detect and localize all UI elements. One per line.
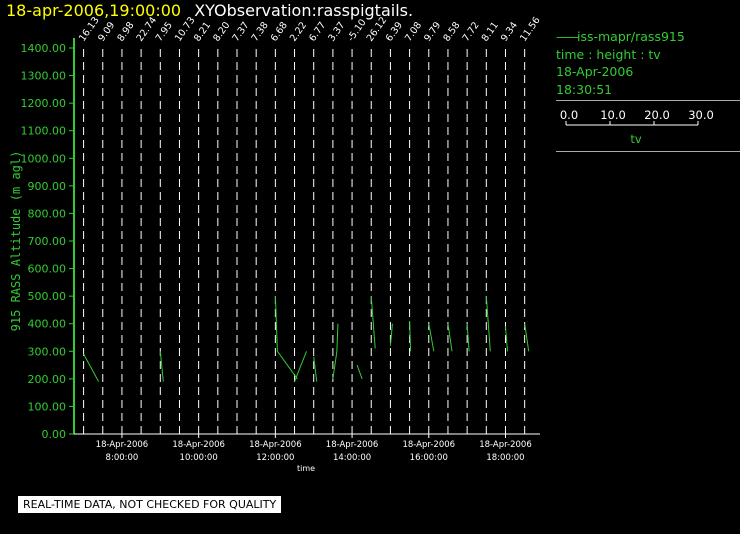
- x-tick-time: 18:00:00: [486, 453, 524, 463]
- obs-label: 7.72: [461, 20, 482, 44]
- y-tick-label: 200.00: [28, 373, 67, 386]
- data-trace: [409, 320, 412, 352]
- y-tick-label: 600.00: [28, 263, 67, 276]
- legend-date: 18-Apr-2006: [556, 64, 634, 79]
- legend-time: 18:30:51: [556, 81, 613, 97]
- obs-label: 11.56: [518, 15, 543, 44]
- obs-label: 9.34: [499, 20, 520, 44]
- legend-divider: [556, 100, 740, 101]
- obs-label: 8.11: [480, 20, 501, 44]
- y-tick-label: 0.00: [42, 428, 67, 441]
- scale-tick-label: 0.0: [560, 108, 578, 122]
- x-axis-label: time: [297, 464, 315, 473]
- legend-vars: time : height : tv: [556, 46, 661, 62]
- legend-divider-bottom: [556, 151, 740, 152]
- header-title: XYObservation:rasspigtails.: [194, 1, 414, 20]
- data-trace: [505, 326, 508, 352]
- x-tick-date: 18-Apr-2006: [249, 440, 302, 450]
- y-tick-label: 1000.00: [21, 152, 67, 165]
- y-tick-label: 1100.00: [21, 125, 67, 138]
- y-tick-label: 300.00: [28, 345, 67, 358]
- x-tick-date: 18-Apr-2006: [172, 440, 225, 450]
- obs-label: 2.22: [288, 20, 309, 44]
- y-tick-label: 400.00: [28, 318, 67, 331]
- x-tick-date: 18-Apr-2006: [402, 440, 455, 450]
- data-trace: [83, 353, 100, 382]
- obs-label: 8.58: [441, 20, 462, 44]
- obs-label: 3.37: [326, 20, 347, 44]
- obs-label: 7.38: [250, 20, 271, 44]
- data-trace: [332, 323, 339, 379]
- header: 18-apr-2006,19:00:00 XYObservation:rassp…: [6, 1, 413, 20]
- obs-label: 6.68: [269, 20, 290, 44]
- y-tick-label: 1300.00: [21, 70, 67, 83]
- x-tick-date: 18-Apr-2006: [326, 440, 379, 450]
- obs-label: 7.37: [230, 20, 251, 44]
- obs-label: 8.20: [211, 20, 232, 44]
- obs-label: 8.98: [115, 20, 136, 44]
- scale-tick-label: 20.0: [644, 108, 670, 122]
- x-tick-time: 10:00:00: [180, 453, 218, 463]
- data-trace: [356, 364, 363, 380]
- obs-label: 6.77: [307, 20, 328, 44]
- data-trace: [466, 323, 470, 352]
- data-trace: [274, 296, 298, 380]
- data-trace: [428, 323, 435, 352]
- x-tick-date: 18-Apr-2006: [479, 440, 532, 450]
- x-tick-time: 8:00:00: [106, 453, 139, 463]
- data-trace: [159, 351, 164, 382]
- y-axis-label: 915 RASS Altitude (m agl): [9, 151, 23, 332]
- legend: ——iss-mapr/rass915 time : height : tv 18…: [556, 28, 740, 152]
- obs-label: 7.08: [403, 20, 424, 44]
- data-trace: [485, 296, 491, 352]
- scale-tick-label: 30.0: [688, 108, 714, 122]
- scale-var-label: tv: [630, 132, 642, 146]
- x-tick-time: 16:00:00: [410, 453, 448, 463]
- x-tick-date: 18-Apr-2006: [96, 440, 149, 450]
- legend-scale: 0.0 10.0 20.0 30.0 tv: [560, 108, 714, 146]
- legend-series: ——iss-mapr/rass915: [556, 29, 685, 44]
- x-tick-time: 12:00:00: [256, 453, 294, 463]
- obs-label: -5.10: [346, 17, 369, 43]
- y-tick-label: 1400.00: [21, 42, 67, 55]
- data-trace: [447, 323, 453, 352]
- data-trace: [370, 296, 376, 349]
- x-tick-time: 14:00:00: [333, 453, 371, 463]
- scale-tick-label: 10.0: [600, 108, 626, 122]
- quality-notice: REAL-TIME DATA, NOT CHECKED FOR QUALITY: [18, 496, 282, 513]
- header-datetime: 18-apr-2006,19:00:00: [6, 1, 182, 20]
- y-tick-label: 800.00: [28, 207, 67, 220]
- y-tick-label: 500.00: [28, 290, 67, 303]
- y-tick-label: 700.00: [28, 235, 67, 248]
- y-tick-label: 100.00: [28, 400, 67, 413]
- data-trace: [524, 323, 530, 352]
- data-trace: [313, 356, 318, 382]
- y-tick-label: 1200.00: [21, 97, 67, 110]
- rass-chart: 0.00 100.00 200.00 300.00 400.00 500.00 600.00…: [9, 15, 543, 473]
- obs-label: 9.79: [422, 20, 443, 44]
- data-trace: [294, 351, 307, 382]
- data-trace: [389, 323, 393, 346]
- y-tick-label: 900.00: [28, 180, 67, 193]
